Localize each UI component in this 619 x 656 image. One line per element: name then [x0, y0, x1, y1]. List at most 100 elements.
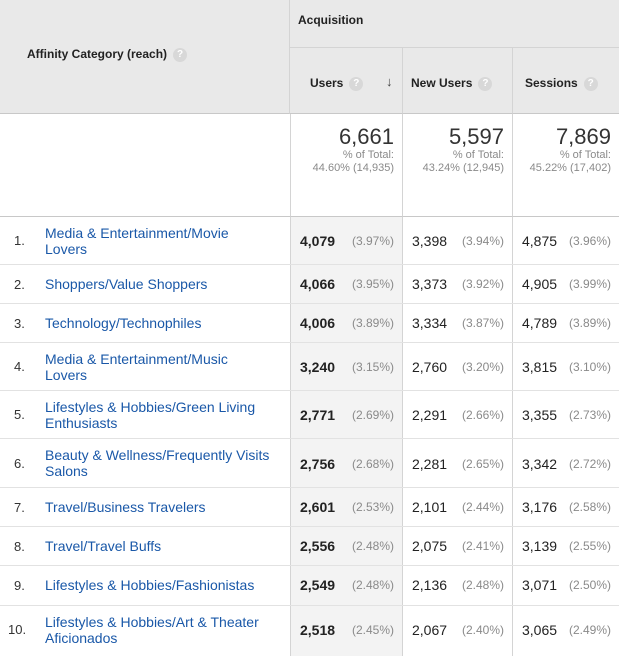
- users-cell: 2,771 (2.69%): [290, 391, 402, 438]
- new-users-pct: (3.20%): [461, 360, 504, 374]
- new-users-cell: 2,067 (2.40%): [402, 606, 512, 656]
- users-value: 4,079: [300, 233, 336, 249]
- sessions-value: 4,905: [522, 276, 558, 292]
- category-link-line2[interactable]: Lovers: [45, 367, 88, 383]
- category-link-line1[interactable]: Beauty & Wellness/Frequently Visits: [45, 447, 270, 463]
- category-link-line1[interactable]: Shoppers/Value Shoppers: [45, 276, 208, 292]
- new-users-value: 2,101: [412, 499, 448, 515]
- new-users-pct: (2.40%): [461, 623, 504, 637]
- sessions-total-pct: 45.22% (17,402): [529, 162, 611, 174]
- category-link-line1[interactable]: Lifestyles & Hobbies/Art & Theater: [45, 614, 259, 630]
- new-users-total-pct: 43.24% (12,945): [422, 162, 504, 174]
- users-value: 4,066: [300, 276, 336, 292]
- category-link[interactable]: Technology/Technophiles: [45, 315, 285, 331]
- users-value: 2,771: [300, 407, 336, 423]
- users-pct: (2.69%): [351, 408, 394, 422]
- category-link-line2[interactable]: Salons: [45, 463, 88, 479]
- category-link[interactable]: Beauty & Wellness/Frequently Visits Salon…: [45, 447, 285, 479]
- new-users-column-header[interactable]: New Users?: [402, 48, 512, 114]
- table-row: 1. Media & Entertainment/Movie Lovers 4,0…: [0, 217, 619, 265]
- help-icon[interactable]: ?: [349, 76, 364, 91]
- new-users-pct: (2.65%): [461, 457, 504, 471]
- category-link[interactable]: Lifestyles & Hobbies/Art & Theater Aficio…: [45, 614, 285, 646]
- help-icon[interactable]: ?: [478, 76, 493, 91]
- category-link-line1[interactable]: Lifestyles & Hobbies/Fashionistas: [45, 577, 255, 593]
- new-users-pct: (2.44%): [461, 500, 504, 514]
- category-link-line1[interactable]: Media & Entertainment/Music: [45, 351, 228, 367]
- new-users-cell: 2,136 (2.48%): [402, 566, 512, 605]
- totals-category-cell: [0, 114, 290, 217]
- sessions-cell: 4,789 (3.89%): [512, 304, 619, 342]
- users-cell: 2,556 (2.48%): [290, 527, 402, 565]
- sessions-cell: 3,071 (2.50%): [512, 566, 619, 605]
- category-link[interactable]: Shoppers/Value Shoppers: [45, 276, 285, 292]
- category-header-wrap: Affinity Category (reach)?: [27, 47, 188, 62]
- new-users-total-value: 5,597: [448, 124, 504, 149]
- users-pct: (2.45%): [351, 623, 394, 637]
- category-link-line1[interactable]: Travel/Travel Buffs: [45, 538, 162, 554]
- users-value: 2,601: [300, 499, 336, 515]
- category-link-line1[interactable]: Media & Entertainment/Movie: [45, 225, 229, 241]
- sessions-pct: (3.99%): [568, 277, 611, 291]
- category-header-label: Affinity Category (reach): [27, 47, 168, 61]
- new-users-pct: (2.41%): [461, 539, 504, 553]
- sessions-total-value: 7,869: [555, 124, 611, 149]
- category-link[interactable]: Travel/Business Travelers: [45, 499, 285, 515]
- category-column-header[interactable]: Affinity Category (reach)?: [0, 0, 290, 114]
- category-link-line1[interactable]: Lifestyles & Hobbies/Green Living: [45, 399, 256, 415]
- users-value: 2,756: [300, 456, 336, 472]
- sessions-value: 3,139: [522, 538, 558, 554]
- table-row: 6. Beauty & Wellness/Frequently Visits Sa…: [0, 439, 619, 488]
- row-index: 1.: [14, 233, 25, 248]
- category-link-line1[interactable]: Travel/Business Travelers: [45, 499, 206, 515]
- category-link-line1[interactable]: Technology/Technophiles: [45, 315, 202, 331]
- new-users-cell: 3,398 (3.94%): [402, 217, 512, 264]
- users-pct: (3.95%): [351, 277, 394, 291]
- users-cell: 3,240 (3.15%): [290, 343, 402, 390]
- category-link[interactable]: Media & Entertainment/Movie Lovers: [45, 225, 285, 257]
- new-users-total-label: % of Total:: [452, 149, 504, 161]
- sessions-pct: (2.58%): [568, 500, 611, 514]
- new-users-value: 3,398: [412, 233, 448, 249]
- category-link-line2[interactable]: Lovers: [45, 241, 88, 257]
- new-users-cell: 2,291 (2.66%): [402, 391, 512, 438]
- table-row: 5. Lifestyles & Hobbies/Green Living Enth…: [0, 391, 619, 439]
- sessions-cell: 4,875 (3.96%): [512, 217, 619, 264]
- sessions-pct: (3.10%): [568, 360, 611, 374]
- table-row: 9. Lifestyles & Hobbies/Fashionistas 2,5…: [0, 566, 619, 606]
- users-pct: (2.48%): [351, 539, 394, 553]
- sessions-cell: 4,905 (3.99%): [512, 265, 619, 303]
- users-cell: 2,601 (2.53%): [290, 488, 402, 526]
- sessions-value: 3,342: [522, 456, 558, 472]
- category-link-line2[interactable]: Enthusiasts: [45, 415, 118, 431]
- category-link[interactable]: Lifestyles & Hobbies/Fashionistas: [45, 577, 285, 593]
- help-icon[interactable]: ?: [173, 47, 188, 62]
- row-index: 10.: [8, 622, 27, 637]
- category-link[interactable]: Lifestyles & Hobbies/Green Living Enthusi…: [45, 399, 285, 431]
- users-pct: (2.53%): [351, 500, 394, 514]
- users-value: 2,518: [300, 622, 336, 638]
- users-cell: 2,549 (2.48%): [290, 566, 402, 605]
- users-total-pct: 44.60% (14,935): [312, 162, 394, 174]
- users-pct: (2.68%): [351, 457, 394, 471]
- sessions-column-header[interactable]: Sessions?: [512, 48, 619, 114]
- sessions-total-cell: 7,869 % of Total: 45.22% (17,402): [512, 114, 619, 217]
- sessions-pct: (3.96%): [568, 234, 611, 248]
- users-header-label: Users: [310, 76, 344, 90]
- help-icon[interactable]: ?: [583, 76, 598, 91]
- row-index: 5.: [14, 407, 25, 422]
- users-value: 3,240: [300, 359, 336, 375]
- row-index: 8.: [14, 539, 25, 554]
- category-link-line2[interactable]: Aficionados: [45, 630, 118, 646]
- new-users-value: 2,281: [412, 456, 448, 472]
- sort-descending-icon[interactable]: ↓: [386, 74, 393, 89]
- new-users-value: 2,291: [412, 407, 448, 423]
- category-link[interactable]: Travel/Travel Buffs: [45, 538, 285, 554]
- users-total-label: % of Total:: [342, 149, 394, 161]
- sessions-total-label: % of Total:: [559, 149, 611, 161]
- users-value: 2,556: [300, 538, 336, 554]
- users-total-value: 6,661: [338, 124, 394, 149]
- category-link[interactable]: Media & Entertainment/Music Lovers: [45, 351, 285, 383]
- users-column-header[interactable]: Users? ↓: [290, 48, 402, 114]
